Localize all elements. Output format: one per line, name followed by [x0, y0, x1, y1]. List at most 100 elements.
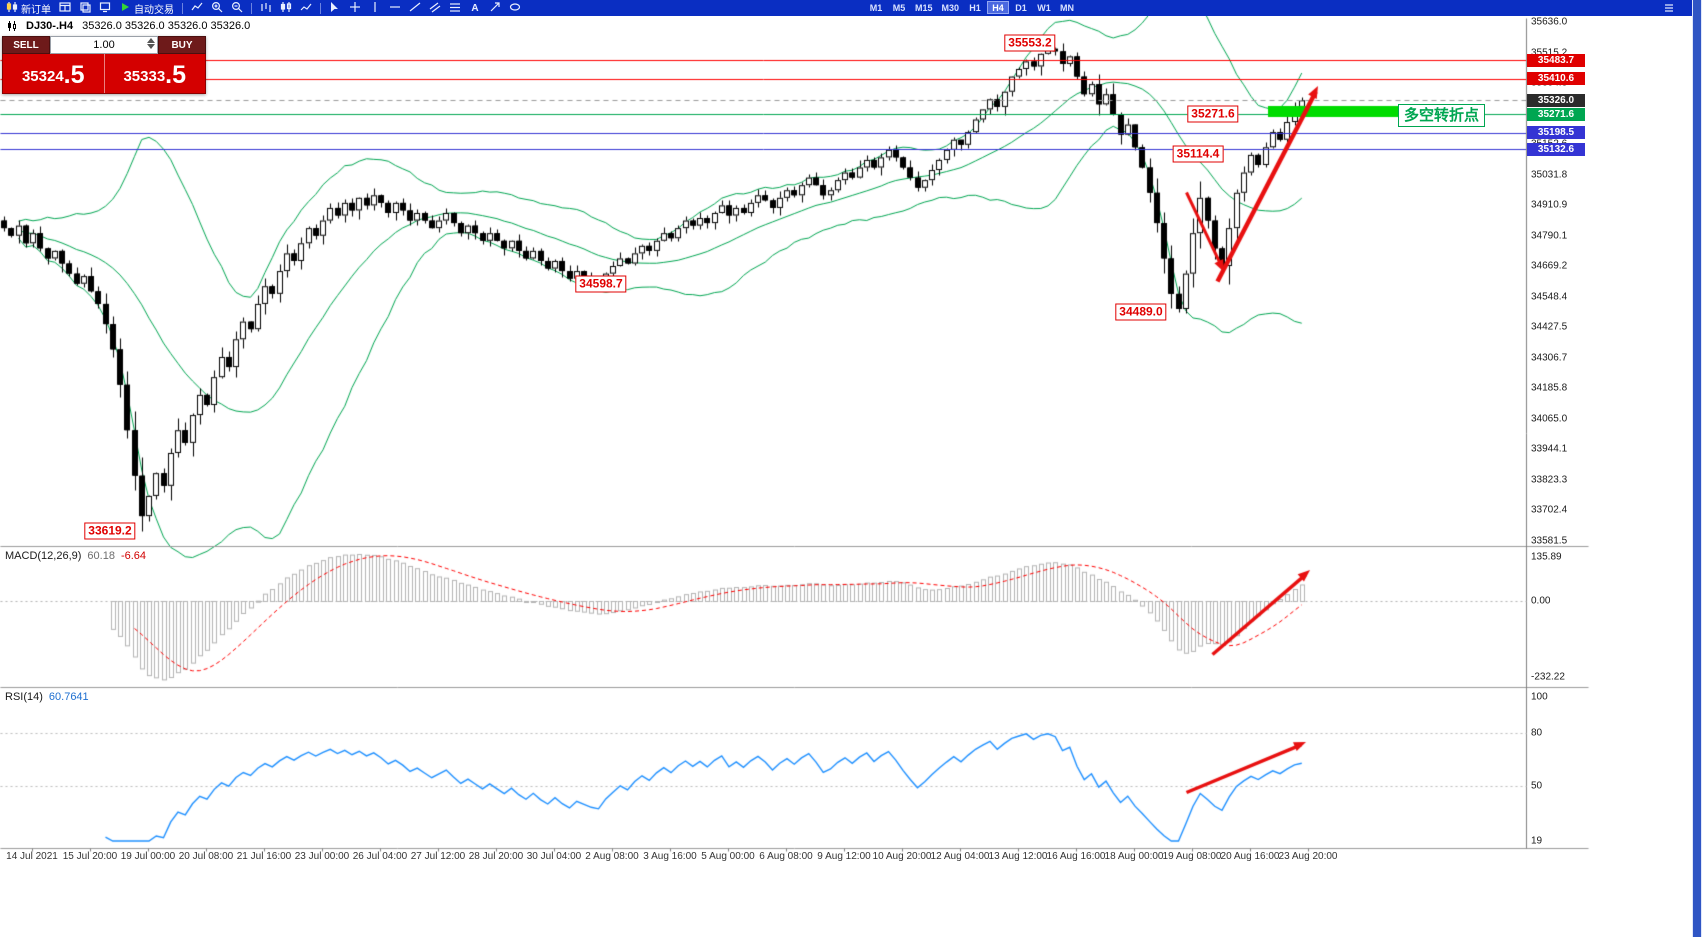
candle-chart-button[interactable] — [277, 1, 295, 15]
price-axis-label: 34669.2 — [1531, 260, 1568, 272]
volume-up-icon[interactable] — [147, 38, 155, 43]
timeframe-MN[interactable]: MN — [1056, 1, 1078, 14]
rsi-name: RSI(14) — [5, 691, 43, 703]
autotrading-button[interactable]: 自动交易 — [116, 1, 177, 16]
toolbar-separator — [320, 2, 321, 14]
vertical-scrollbar[interactable] — [1692, 0, 1702, 937]
candlestick-icon — [6, 1, 18, 16]
timeframe-W1[interactable]: W1 — [1033, 1, 1055, 14]
bar-chart-icon — [260, 1, 272, 16]
sell-button[interactable]: SELL — [2, 36, 50, 54]
macd-axis-label: 0.00 — [1531, 595, 1551, 607]
price-axis-label: 33823.3 — [1531, 474, 1568, 486]
scrollbar-thumb[interactable] — [1693, 0, 1701, 937]
top-toolbar: 新订单 自动交易 A M1 M5 M15 M30 H1 H4 D1 W1 MN — [0, 0, 1692, 16]
trendline-button[interactable] — [406, 1, 424, 15]
price-axis-label: 35636.0 — [1531, 16, 1568, 28]
cursor-button[interactable] — [326, 1, 344, 15]
crosshair-button[interactable] — [346, 1, 364, 15]
zoom-out-button[interactable] — [228, 1, 246, 15]
new-order-button[interactable]: 新订单 — [3, 1, 54, 16]
time-axis-label: 28 Jul 20:00 — [468, 851, 524, 862]
symbol-candle-icon — [8, 21, 17, 31]
text-icon: A — [469, 1, 481, 16]
time-axis-label: 23 Jul 00:00 — [294, 851, 350, 862]
buy-price[interactable]: 35333.5 — [123, 61, 187, 89]
macd-indicator-label: MACD(12,26,9) 60.18 -6.64 — [5, 550, 146, 562]
vertical-line-button[interactable] — [366, 1, 384, 15]
price-annotation-34489.0[interactable]: 34489.0 — [1115, 303, 1167, 321]
indicators-button[interactable] — [188, 1, 206, 15]
line-chart-button[interactable] — [297, 1, 315, 15]
price-axis-label: 34790.1 — [1531, 230, 1568, 242]
bar-chart-button[interactable] — [257, 1, 275, 15]
zoom-out-icon — [231, 1, 243, 16]
one-click-trading-panel: SELL 1.00 BUY 35324.5 35333.5 — [2, 36, 206, 94]
rsi-value: 60.7641 — [48, 691, 89, 703]
time-axis-label: 14 Jul 2021 — [6, 851, 58, 862]
time-axis-label: 20 Jul 08:00 — [178, 851, 234, 862]
turning-point-label[interactable]: 多空转折点 — [1398, 104, 1486, 127]
volume-down-icon[interactable] — [147, 44, 155, 49]
arrow-icon — [489, 1, 501, 16]
price-annotation-33619.2[interactable]: 33619.2 — [84, 522, 136, 540]
time-axis-label: 10 Aug 20:00 — [872, 851, 932, 862]
time-axis-label: 9 Aug 12:00 — [817, 851, 871, 862]
price-annotation-35114.4[interactable]: 35114.4 — [1172, 145, 1224, 163]
time-axis-label: 6 Aug 08:00 — [759, 851, 813, 862]
price-annotation-35271.6[interactable]: 35271.6 — [1187, 105, 1239, 123]
toolbar-separator — [251, 2, 252, 14]
timeframe-D1[interactable]: D1 — [1010, 1, 1032, 14]
fibonacci-button[interactable] — [446, 1, 464, 15]
price-axis-label: 35031.8 — [1531, 169, 1568, 181]
indicator-icon — [191, 1, 203, 16]
macd-axis-label: 135.89 — [1531, 551, 1562, 563]
crosshair-icon — [349, 1, 361, 16]
volume-value[interactable]: 1.00 — [93, 39, 115, 51]
timeframe-H4[interactable]: H4 — [987, 1, 1010, 14]
hline-icon — [389, 1, 401, 16]
timeframe-M30[interactable]: M30 — [938, 1, 964, 14]
price-annotation-35553.2[interactable]: 35553.2 — [1004, 34, 1056, 52]
time-axis-label: 2 Aug 08:00 — [585, 851, 639, 862]
symbol-period-label: DJ30-.H4 — [26, 20, 74, 32]
timeframe-M1[interactable]: M1 — [865, 1, 887, 14]
profiles-button[interactable] — [76, 1, 94, 15]
macd-axis-label: -232.22 — [1531, 671, 1565, 683]
price-axis-label: 33944.1 — [1531, 443, 1568, 455]
time-axis-label: 19 Aug 08:00 — [1162, 851, 1222, 862]
layers-icon — [79, 1, 91, 16]
text-button[interactable]: A — [466, 1, 484, 15]
cursor-icon — [329, 1, 341, 16]
horizontal-line-button[interactable] — [386, 1, 404, 15]
timeframe-M5[interactable]: M5 — [888, 1, 910, 14]
timeframe-H1[interactable]: H1 — [964, 1, 986, 14]
price-axis-label: 34306.7 — [1531, 352, 1568, 364]
arrows-button[interactable] — [486, 1, 504, 15]
time-axis-label: 19 Jul 00:00 — [120, 851, 176, 862]
terminal-button[interactable] — [96, 1, 114, 15]
window-icon — [59, 1, 71, 16]
macd-main-value: 60.18 — [87, 550, 115, 562]
ellipse-icon — [509, 1, 521, 16]
channel-button[interactable] — [426, 1, 444, 15]
price-annotation-34598.7[interactable]: 34598.7 — [575, 275, 627, 293]
toolbar-more-button[interactable] — [1660, 1, 1678, 15]
chart-windows-button[interactable] — [56, 1, 74, 15]
monitor-icon — [99, 1, 111, 16]
time-axis-label: 20 Aug 16:00 — [1220, 851, 1280, 862]
trade-prices-row: 35324.5 35333.5 — [2, 54, 206, 94]
zoom-in-button[interactable] — [208, 1, 226, 15]
buy-button[interactable]: BUY — [158, 36, 206, 54]
volume-spinner[interactable] — [147, 38, 155, 49]
volume-control[interactable]: 1.00 — [50, 36, 158, 54]
chart-title: DJ30-.H4 35326.0 35326.0 35326.0 35326.0 — [8, 20, 250, 32]
time-axis-label: 26 Jul 04:00 — [352, 851, 408, 862]
sell-price[interactable]: 35324.5 — [3, 54, 105, 93]
rsi-indicator-label: RSI(14) 60.7641 — [5, 691, 89, 703]
shapes-button[interactable] — [506, 1, 524, 15]
rsi-axis-label: 50 — [1531, 780, 1543, 792]
timeframe-M15[interactable]: M15 — [911, 1, 937, 14]
